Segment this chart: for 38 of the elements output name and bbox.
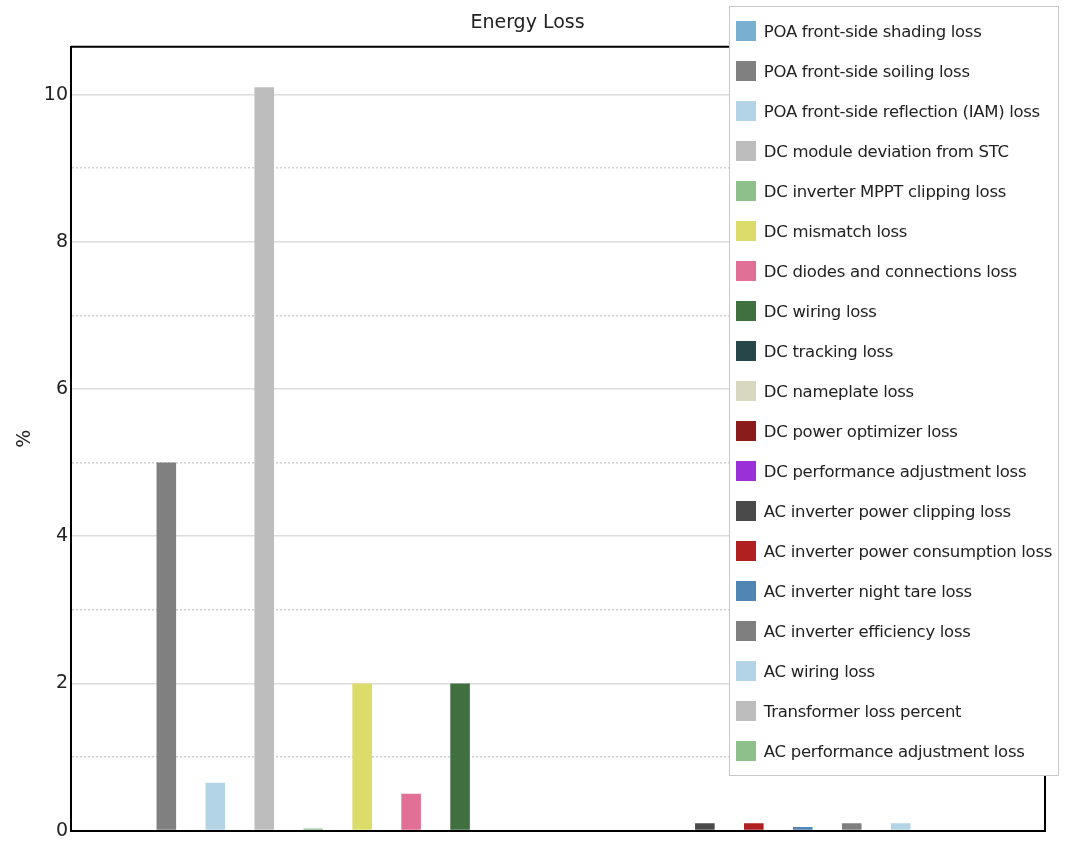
legend-label: POA front-side reflection (IAM) loss	[763, 101, 1040, 121]
bar	[205, 782, 226, 830]
y-tick-label: 6	[55, 375, 68, 398]
legend-label: AC wiring loss	[763, 661, 875, 681]
legend-label: DC diodes and connections loss	[763, 261, 1017, 281]
bar	[401, 793, 421, 830]
legend-label: DC tracking loss	[763, 341, 894, 361]
y-tick-label: 4	[55, 523, 68, 546]
legend-label: DC inverter MPPT clipping loss	[763, 181, 1006, 201]
legend-label: AC inverter power consumption loss	[763, 541, 1052, 561]
bar	[744, 823, 764, 830]
legend-label: DC power optimizer loss	[763, 421, 958, 441]
bar	[450, 683, 470, 830]
legend-label: AC inverter efficiency loss	[763, 621, 971, 641]
legend-label: Transformer loss percent	[763, 701, 962, 721]
y-tick-label: 0	[55, 817, 68, 840]
bar	[792, 826, 813, 830]
bar	[352, 683, 372, 830]
bar	[841, 823, 862, 830]
legend-label: DC performance adjustment loss	[763, 461, 1027, 481]
chart-title: Energy Loss	[470, 10, 585, 33]
bar	[254, 87, 275, 830]
y-tick-label: 2	[55, 670, 68, 693]
legend-label: DC mismatch loss	[763, 221, 908, 241]
legend-label: AC inverter night tare loss	[763, 581, 972, 601]
legend-label: AC performance adjustment loss	[763, 741, 1025, 761]
bar	[156, 462, 177, 830]
bar	[890, 823, 911, 830]
legend-label: POA front-side shading loss	[763, 21, 982, 41]
legend-label: DC wiring loss	[763, 301, 877, 321]
y-tick-label: 8	[55, 228, 68, 251]
legend-label: DC module deviation from STC	[763, 141, 1009, 161]
bar	[695, 823, 715, 830]
legend-label: AC inverter power clipping loss	[763, 501, 1011, 521]
y-axis-title: %	[12, 429, 35, 448]
legend-label: DC nameplate loss	[763, 381, 914, 401]
y-tick-label: 10	[43, 81, 68, 104]
legend-label: POA front-side soiling loss	[763, 61, 970, 81]
